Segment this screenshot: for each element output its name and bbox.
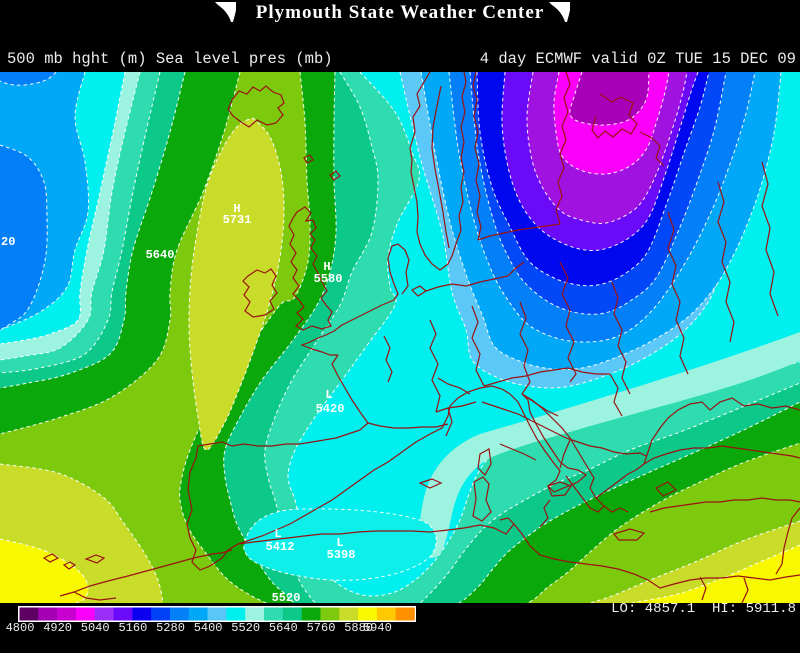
svg-text:H: H <box>323 260 330 274</box>
svg-text:L: L <box>274 527 281 541</box>
svg-text:5640: 5640 <box>146 248 175 262</box>
svg-text:L: L <box>336 536 343 550</box>
svg-text:H: H <box>233 202 240 216</box>
svg-text:5412: 5412 <box>266 540 295 554</box>
svg-text:5398: 5398 <box>327 548 356 562</box>
svg-text:5731: 5731 <box>223 213 252 227</box>
svg-text:5420: 5420 <box>316 402 345 416</box>
svg-text:L: L <box>325 388 332 402</box>
svg-text:20: 20 <box>1 235 15 249</box>
svg-text:5520: 5520 <box>272 591 301 603</box>
svg-text:5580: 5580 <box>314 272 343 286</box>
